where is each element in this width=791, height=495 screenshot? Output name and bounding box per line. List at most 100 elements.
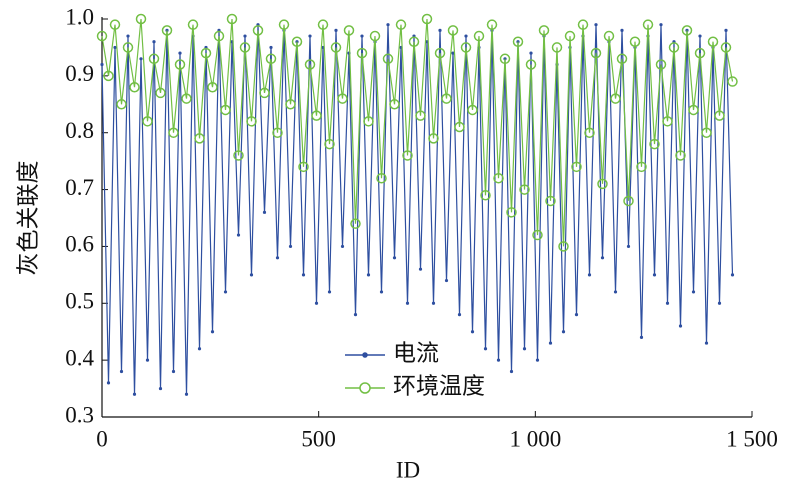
data-point [694,47,706,59]
data-point [486,19,498,30]
data-point [395,19,407,30]
data-point [623,195,634,207]
data-point [493,172,504,184]
data-point [161,25,173,36]
data-point [155,87,166,99]
data-point [246,116,257,127]
data-point [698,34,702,38]
data-point [148,53,160,65]
data-point [714,110,725,121]
data-point [525,59,537,70]
data-point [96,30,108,42]
data-point [454,121,465,133]
data-point [259,87,270,99]
data-point [600,256,605,260]
data-point [655,59,667,70]
data-point [707,36,719,47]
y-tick-label: 0.5 [65,289,94,314]
data-point [350,218,361,229]
data-point [100,62,104,67]
data-point [421,13,433,25]
legend-label: 电流 [393,340,439,365]
data-point [126,34,130,38]
data-point [135,13,147,25]
data-point [106,381,111,385]
data-point [519,184,530,195]
y-tick-label: 0.4 [65,345,94,370]
data-point [249,273,254,277]
data-point [252,25,264,36]
y-tick-label: 0.7 [65,175,94,200]
data-point [145,358,150,362]
data-point [353,313,358,317]
data-point [639,335,644,339]
data-point [243,34,247,38]
data-point [340,244,345,249]
data-point [730,273,735,277]
data-point [717,301,722,305]
data-point [538,25,550,36]
data-point [548,341,553,345]
data-point [551,42,563,53]
data-point [678,324,683,328]
data-point [363,116,374,127]
data-point [382,53,394,65]
data-point [298,161,309,173]
data-point [116,99,127,110]
data-point [441,93,452,104]
y-tick-label: 0.8 [65,118,94,143]
y-tick-label: 0.3 [65,402,94,427]
data-point [577,19,589,30]
data-point [649,138,660,150]
data-point [239,42,251,53]
data-point [265,53,277,65]
data-point [701,127,712,138]
data-point [480,190,491,201]
data-point [652,273,657,277]
data-point [668,42,680,53]
data-point [327,290,332,294]
data-point [366,273,371,277]
y-axis-label: 灰色关联度 [15,161,40,276]
data-point [529,51,533,55]
data-point [174,59,186,70]
data-point [392,256,397,260]
data-point [522,347,527,351]
data-point [418,267,423,271]
data-point [629,36,641,47]
x-tick-label: 0 [96,426,108,451]
data-point [269,45,273,50]
data-point [447,25,459,36]
data-point [473,30,485,42]
data-point [704,341,709,345]
data-point [659,23,663,27]
data-point [675,150,686,161]
data-point [119,369,124,374]
data-point [207,81,218,93]
data-point [483,347,488,351]
data-point [610,93,621,104]
data-point [171,369,176,374]
data-point [317,19,329,30]
data-point [620,28,624,32]
data-point [168,127,179,138]
data-point [223,290,228,294]
data-point [103,70,114,82]
data-point [304,59,316,70]
data-point [512,36,524,47]
data-point [691,290,696,294]
data-point [343,25,355,36]
data-point [558,241,569,252]
data-point [535,358,540,362]
data-point [415,110,426,121]
data-point [467,104,478,116]
series-line [101,24,734,395]
data-point [158,386,163,391]
data-point [464,34,468,38]
data-point [132,392,137,396]
y-tick-label: 0.6 [65,232,94,257]
data-point [571,161,582,173]
data-point [226,13,238,25]
data-point [636,161,647,173]
data-point [122,42,134,53]
